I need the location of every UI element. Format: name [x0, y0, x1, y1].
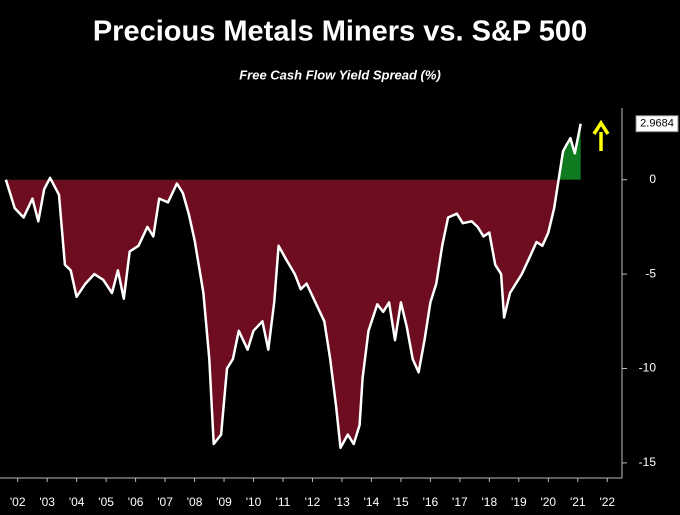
value-label-box — [635, 115, 679, 133]
x-tick-label: '04 — [69, 495, 85, 509]
line — [4, 123, 582, 450]
area-negative — [5, 179, 581, 448]
x-tick-label: '02 — [10, 495, 26, 509]
x-tick-label: '08 — [187, 495, 203, 509]
x-tick-label: '12 — [305, 495, 321, 509]
x-tick-label: '19 — [511, 495, 527, 509]
chart-title: Precious Metals Miners vs. S&P 500 — [93, 16, 587, 48]
x-tick-label: '22 — [599, 495, 615, 509]
x-tick-label: '11 — [276, 495, 291, 509]
value-label: 2.9684 — [640, 118, 674, 130]
x-tick-label: '13 — [334, 495, 350, 509]
x-tick-label: '07 — [157, 495, 173, 509]
x-tick-label: '21 — [570, 495, 586, 509]
y-tick-label: -5 — [645, 266, 656, 280]
x-tick-label: '18 — [482, 495, 498, 509]
chart-subtitle: Free Cash Flow Yield Spread (%) — [239, 67, 441, 82]
y-tick-label: 0 — [649, 172, 656, 186]
y-tick-label: -10 — [639, 361, 657, 375]
x-tick-label: '05 — [98, 495, 114, 509]
y-tick-label: -15 — [639, 455, 657, 469]
x-tick-label: '09 — [216, 495, 232, 509]
x-tick-label: '15 — [393, 495, 409, 509]
x-tick-label: '06 — [128, 495, 144, 509]
x-tick-label: '14 — [364, 495, 380, 509]
x-tick-label: '20 — [540, 495, 556, 509]
x-tick-label: '17 — [452, 495, 468, 509]
x-tick-label: '16 — [423, 495, 439, 509]
x-tick-label: '03 — [39, 495, 55, 509]
up-arrow — [592, 119, 610, 151]
x-tick-label: '10 — [246, 495, 262, 509]
